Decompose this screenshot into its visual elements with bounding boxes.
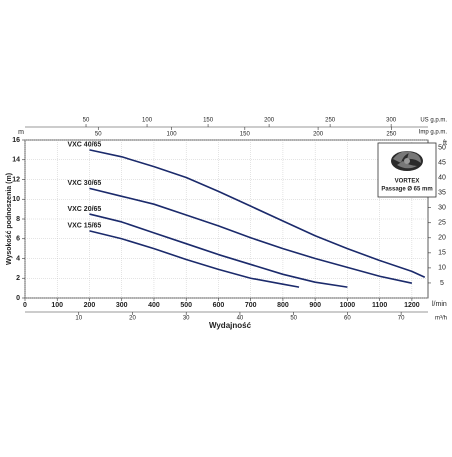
x-tick-label: 800 [277,302,289,309]
secondary-tick-label: 250 [386,132,397,138]
y2-tick-label: 30 [438,205,446,212]
secondary-tick-label: 250 [325,118,336,124]
y-unit: m [18,129,24,136]
x-unit: l/min [432,301,447,308]
y-tick-label: 16 [12,137,20,144]
curve [89,187,413,284]
x-tick-label: 600 [213,302,225,309]
x-tick-label: 900 [309,302,321,309]
secondary-tick-label: 50 [290,316,297,322]
y2-tick-label: 40 [438,174,446,181]
secondary-tick-label: 200 [264,118,275,124]
y-tick-label: 0 [16,295,20,302]
secondary-tick-label: 150 [203,118,214,124]
y2-unit: ft [443,140,447,147]
secondary-tick-label: 300 [386,118,397,124]
x-axis-label: Wydajność [209,321,252,330]
curve-label: VXC 20/65 [67,206,101,213]
secondary-tick-label: 60 [344,316,351,322]
y2-tick-label: 45 [438,159,446,166]
y-tick-label: 4 [16,255,20,262]
secondary-tick-label: 150 [240,132,251,138]
secondary-tick-label: 100 [167,132,178,138]
y2-tick-label: 5 [440,280,444,287]
y2-tick-label: 10 [438,265,446,272]
curve-label: VXC 40/65 [67,142,101,149]
secondary-tick-label: 20 [129,316,136,322]
y-tick-label: 14 [12,157,20,164]
impeller-icon [391,151,423,171]
y2-tick-label: 50 [438,144,446,151]
secondary-tick-label: 50 [95,132,102,138]
y-axis-label: Wysokość podnoszenia (m) [6,173,13,265]
secondary-tick-label: 200 [313,132,324,138]
secondary-tick-label: 10 [75,316,82,322]
secondary-axis-unit: Imp g.p.m. [419,130,448,136]
y-tick-label: 10 [12,196,20,203]
x-tick-label: 300 [116,302,128,309]
x-tick-label: 1100 [372,302,387,309]
secondary-tick-label: 100 [142,118,153,124]
curve [89,149,426,278]
x-tick-label: 0 [23,302,27,309]
x-tick-label: 700 [245,302,257,309]
x-tick-label: 500 [180,302,192,309]
y-tick-label: 8 [16,216,20,223]
x-tick-label: 1000 [340,302,356,309]
y2-tick-label: 20 [438,235,446,242]
curve [89,230,300,288]
curve-label: VXC 15/65 [67,223,101,230]
x-tick-label: 100 [51,302,63,309]
inset-text: Passage Ø 65 mm [381,187,432,193]
secondary-axis-unit: m³/h [435,316,447,322]
secondary-tick-label: 40 [237,316,244,322]
curve-label: VXC 30/65 [67,180,101,187]
y-tick-label: 2 [16,275,20,282]
secondary-tick-label: 50 [83,118,90,124]
y2-tick-label: 35 [438,189,446,196]
y-tick-label: 6 [16,236,20,243]
inset: VORTEX Passage Ø 65 mm [377,142,437,198]
curve [89,213,348,288]
secondary-tick-label: 30 [183,316,190,322]
x-tick-label: 1200 [404,302,420,309]
x-tick-label: 400 [148,302,160,309]
x-tick-label: 200 [84,302,96,309]
secondary-axis-unit: US g.p.m. [420,118,447,124]
y-tick-label: 12 [12,176,20,183]
inset-title: VORTEX [395,179,420,185]
secondary-tick-label: 70 [398,316,405,322]
y2-tick-label: 15 [438,250,446,257]
y2-tick-label: 25 [438,220,446,227]
